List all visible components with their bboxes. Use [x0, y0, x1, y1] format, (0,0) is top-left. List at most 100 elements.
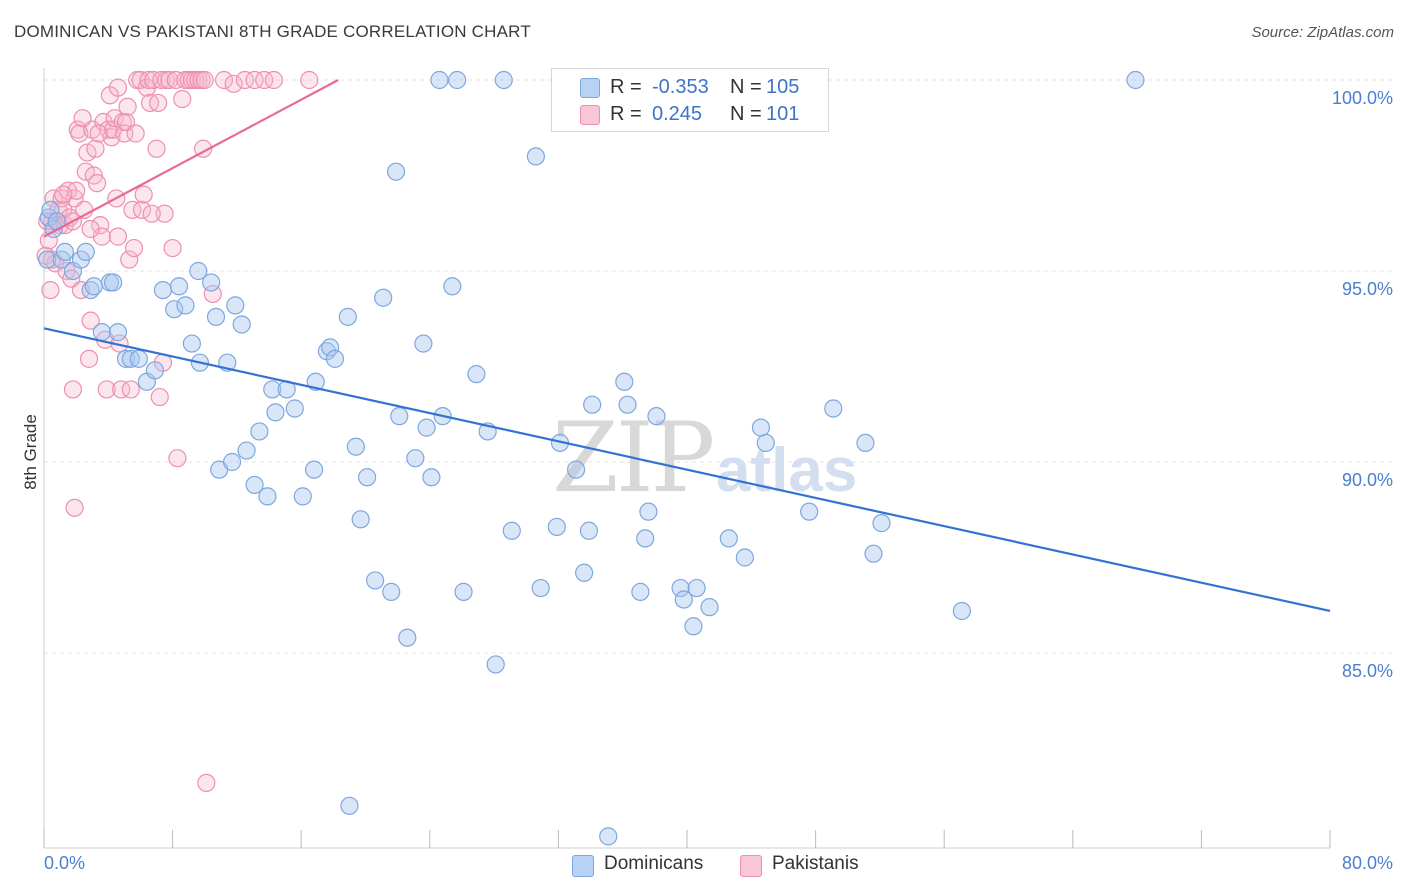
pakistani-point	[197, 773, 216, 792]
pakistanis-trend-line	[43, 79, 339, 238]
pakistani-point	[137, 78, 156, 97]
y-tick-label: 95.0%	[1342, 279, 1393, 299]
legend-swatch-pink	[580, 105, 600, 125]
dominican-point	[202, 273, 221, 292]
legend-r-label: R =	[610, 76, 642, 98]
dominican-point	[824, 399, 843, 418]
legend-r-label: R =	[610, 103, 642, 125]
pakistani-point	[224, 74, 243, 93]
chart-title: DOMINICAN VS PAKISTANI 8TH GRADE CORRELA…	[14, 22, 531, 41]
pakistani-point	[134, 185, 153, 204]
dominican-point	[382, 582, 401, 601]
dominican-point	[55, 242, 74, 261]
dominican-point	[443, 277, 462, 296]
dominican-point	[486, 655, 505, 674]
dominican-point	[104, 273, 123, 292]
grid-lines	[44, 79, 1393, 654]
legend-n-label: N =	[730, 76, 762, 98]
tick-labels: 100.0% 95.0% 90.0% 85.0% 0.0% 80.0%	[44, 88, 1393, 873]
x-tick-label: 80.0%	[1342, 853, 1393, 873]
dominican-point	[417, 418, 436, 437]
dominican-point	[108, 323, 128, 342]
pakistani-point	[139, 70, 158, 90]
dominican-point	[756, 433, 775, 452]
bottom-swatch-blue	[572, 855, 594, 877]
dominican-point	[414, 334, 433, 353]
y-tick-label: 85.0%	[1342, 661, 1393, 681]
dominican-point	[76, 242, 95, 261]
dominican-point	[422, 468, 441, 487]
pakistani-point	[108, 227, 128, 246]
pakistani-point	[126, 124, 145, 143]
watermark-atlas: atlas	[716, 436, 857, 505]
dominican-point	[84, 277, 103, 296]
legend-r-value: -0.353	[652, 76, 709, 98]
dominican-point	[636, 529, 655, 548]
dominican-point	[38, 250, 57, 269]
dominican-point	[566, 460, 586, 479]
pakistani-point	[235, 70, 255, 90]
dominican-point	[145, 361, 165, 380]
dominican-point	[467, 365, 486, 384]
legend-box: R = -0.353 N = 105 R = 0.245 N = 101	[551, 68, 829, 132]
dominican-point	[800, 502, 819, 521]
y-axis-label: 8th Grade	[21, 414, 40, 490]
pakistani-point	[166, 70, 185, 90]
dominican-point	[618, 395, 637, 414]
pakistani-point	[108, 78, 128, 97]
dominican-point	[176, 296, 195, 315]
legend-n-value: 101	[766, 103, 800, 125]
pakistani-point	[149, 93, 168, 113]
legend-n-label: N =	[730, 103, 762, 125]
watermark: ZIP atlas	[552, 402, 857, 514]
dominican-point	[406, 449, 425, 468]
pakistani-point	[173, 89, 192, 109]
pakistani-point	[203, 284, 222, 304]
pakistani-point	[163, 238, 182, 258]
dominican-point	[245, 475, 264, 495]
dominican-point	[129, 349, 148, 368]
pakistani-point	[86, 139, 105, 158]
dominican-point	[856, 433, 875, 452]
pakistani-point	[245, 70, 264, 90]
dominican-point	[182, 334, 201, 353]
pakistani-point	[214, 70, 234, 90]
pakistani-point	[81, 311, 100, 330]
dominican-point	[751, 418, 771, 437]
pakistani-point	[97, 380, 116, 399]
dominican-point	[599, 827, 618, 846]
pakistani-point	[155, 204, 174, 223]
dominican-point	[189, 261, 208, 281]
pakistani-point	[118, 97, 137, 116]
dominican-point	[116, 349, 136, 368]
pakistani-point	[124, 238, 144, 258]
pakistani-point	[150, 387, 169, 407]
dominican-point	[1126, 70, 1145, 90]
pakistani-point	[79, 349, 99, 368]
pakistani-point	[160, 70, 179, 90]
pakistani-point	[300, 70, 319, 90]
dominican-point	[321, 338, 340, 357]
pakistani-point	[91, 216, 110, 235]
dominican-point	[374, 288, 393, 307]
dominican-point	[631, 582, 650, 601]
dominican-point	[41, 200, 60, 219]
dominican-point	[448, 70, 467, 90]
pakistani-point	[120, 250, 139, 269]
pakistani-point	[264, 70, 283, 90]
dominicans-trend-line	[43, 327, 1331, 613]
pakistani-point	[123, 200, 142, 219]
pakistani-point	[63, 380, 83, 399]
dominican-point	[579, 521, 599, 540]
dominican-point	[222, 452, 242, 472]
dominican-point	[398, 628, 417, 647]
dominican-point	[263, 380, 282, 399]
dominican-point	[583, 395, 602, 414]
pakistani-point	[255, 70, 274, 90]
dominican-point	[366, 571, 385, 590]
dominican-point	[615, 372, 634, 391]
dominican-point	[864, 544, 883, 563]
pakistanis-points	[36, 70, 319, 792]
dominican-point	[285, 399, 304, 418]
dominican-point	[351, 510, 370, 529]
